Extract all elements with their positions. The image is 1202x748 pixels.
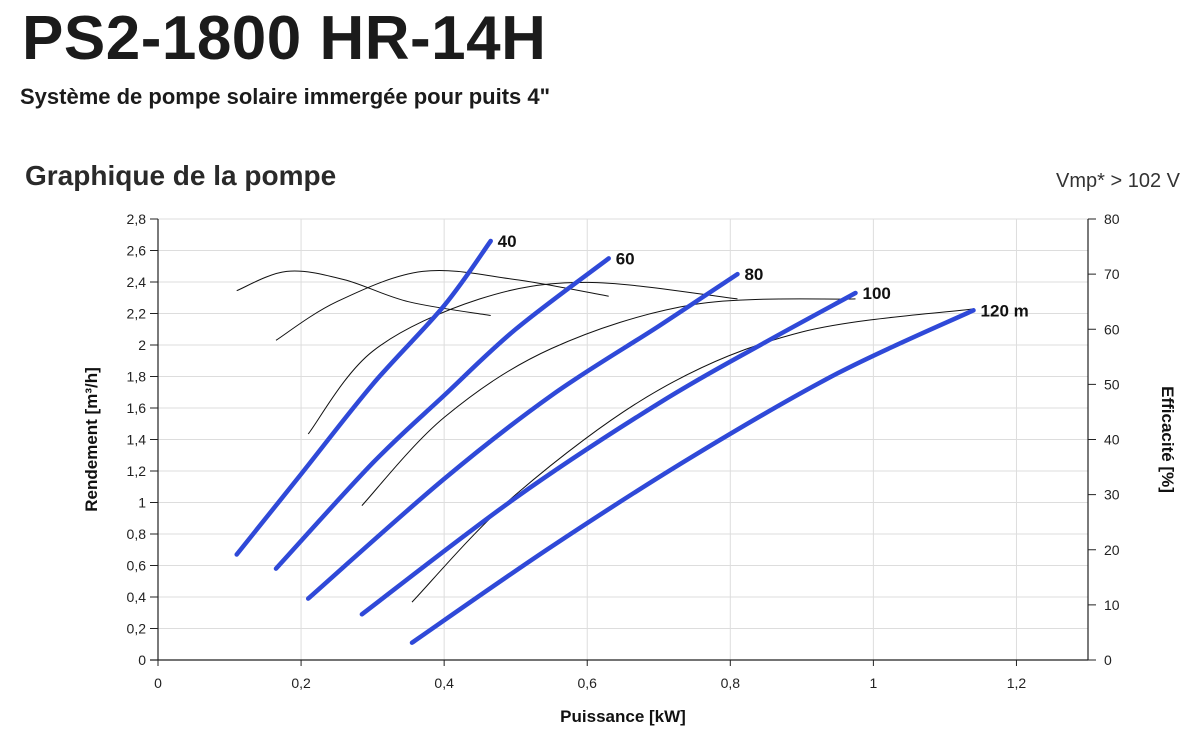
y-tick-label: 2,8 bbox=[127, 211, 147, 227]
y-tick-label: 1,8 bbox=[127, 369, 147, 385]
y-tick-label: 0 bbox=[138, 652, 146, 668]
x-axis-title: Puissance [kW] bbox=[560, 707, 686, 726]
section-title: Graphique de la pompe bbox=[25, 160, 337, 191]
efficiency-curve bbox=[307, 281, 738, 435]
efficiency-curve bbox=[275, 269, 609, 341]
flow-curve bbox=[409, 308, 976, 645]
curve-label: 80 bbox=[744, 265, 763, 284]
curve-label: 120 m bbox=[981, 301, 1029, 320]
axes: 0 0,2 0,4 0,6 0,8 1 1,2 1,4 1,6 1,8 2 2,2 2,4 2,6 2,8 0… bbox=[82, 211, 1177, 726]
grid bbox=[158, 218, 1088, 660]
y2-tick-label: 20 bbox=[1104, 542, 1120, 558]
curve-label: 60 bbox=[616, 249, 635, 268]
y2-axis-title: Efficacité [%] bbox=[1158, 386, 1177, 493]
efficiency-curve bbox=[361, 298, 856, 506]
y2-tick-label: 70 bbox=[1104, 266, 1120, 282]
y-tick-label: 2,2 bbox=[127, 306, 147, 322]
vmp-note: Vmp* > 102 V bbox=[1056, 170, 1180, 192]
page-title: PS2-1800 HR-14H bbox=[22, 4, 547, 73]
x-tick-label: 0 bbox=[154, 675, 162, 691]
y-tick-label: 0,6 bbox=[127, 558, 147, 574]
flow-curve bbox=[305, 271, 740, 601]
curve-label: 40 bbox=[498, 232, 517, 251]
y-tick-label: 1,4 bbox=[127, 432, 147, 448]
y2-tick-label: 40 bbox=[1104, 432, 1120, 448]
x-tick-label: 0,2 bbox=[291, 675, 311, 691]
y2-tick-label: 0 bbox=[1104, 652, 1112, 668]
y-tick-label: 2 bbox=[138, 337, 146, 353]
flow-curve bbox=[273, 256, 611, 571]
y-tick-label: 1,6 bbox=[127, 400, 147, 416]
x-tick-label: 1 bbox=[869, 675, 877, 691]
y-tick-label: 2,4 bbox=[127, 274, 147, 290]
y-tick-label: 0,8 bbox=[127, 526, 147, 542]
x-tick-label: 1,2 bbox=[1007, 675, 1027, 691]
curve-label: 100 bbox=[863, 284, 891, 303]
page-subtitle: Système de pompe solaire immergée pour p… bbox=[20, 84, 551, 109]
x-tick-label: 0,6 bbox=[577, 675, 597, 691]
y2-tick-label: 30 bbox=[1104, 487, 1120, 503]
curve-labels: 40 60 80 100 120 m bbox=[498, 232, 1029, 320]
y-tick-label: 1 bbox=[138, 495, 146, 511]
y2-tick-label: 50 bbox=[1104, 376, 1120, 392]
y2-tick-label: 60 bbox=[1104, 321, 1120, 337]
flow-curves bbox=[234, 238, 976, 645]
x-tick-label: 0,8 bbox=[721, 675, 741, 691]
y2-tick-label: 10 bbox=[1104, 597, 1120, 613]
y-tick-label: 2,6 bbox=[127, 243, 147, 259]
flow-curve bbox=[234, 238, 493, 557]
y-axis-title: Rendement [m³/h] bbox=[82, 367, 101, 512]
flow-curve bbox=[359, 290, 858, 617]
y-tick-label: 1,2 bbox=[127, 463, 147, 479]
x-tick-label: 0,4 bbox=[434, 675, 454, 691]
y-tick-label: 0,4 bbox=[127, 589, 147, 605]
efficiency-curve bbox=[411, 308, 974, 603]
y-tick-label: 0,2 bbox=[127, 621, 147, 637]
y2-tick-label: 80 bbox=[1104, 211, 1120, 227]
